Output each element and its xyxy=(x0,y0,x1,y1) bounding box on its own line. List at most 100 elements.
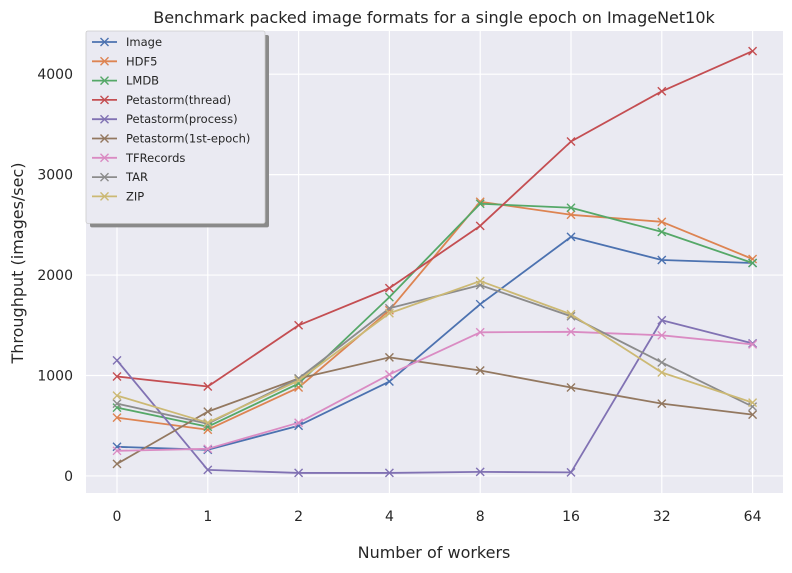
series-image xyxy=(112,232,758,455)
data-point xyxy=(657,315,667,325)
series-line xyxy=(116,319,753,474)
data-point xyxy=(112,391,122,401)
series-tfrecords xyxy=(112,327,758,456)
legend-marker xyxy=(100,172,109,182)
data-point xyxy=(203,382,213,392)
data-point xyxy=(657,330,667,340)
data-point xyxy=(203,465,213,475)
series-lmdb xyxy=(112,199,758,432)
legend-item: HDF5 xyxy=(92,54,157,68)
data-point xyxy=(748,398,758,408)
legend-item: Petastorm(process) xyxy=(92,112,238,126)
data-point xyxy=(748,46,758,56)
legend-label: Petastorm(thread) xyxy=(126,93,231,107)
data-point xyxy=(748,402,758,412)
legend-label: Petastorm(1st-epoch) xyxy=(126,132,250,146)
data-point xyxy=(566,383,576,393)
legend-label: TAR xyxy=(125,170,148,184)
data-point xyxy=(475,365,485,375)
data-point xyxy=(294,376,304,386)
x-tick-label: 1 xyxy=(203,509,212,525)
data-point xyxy=(657,367,667,377)
x-tick-label: 0 xyxy=(113,509,122,525)
data-point xyxy=(475,199,485,209)
legend-marker xyxy=(100,95,109,105)
data-point xyxy=(748,338,758,348)
data-point xyxy=(475,327,485,337)
data-point xyxy=(112,399,122,409)
legend-item: Petastorm(1st-epoch) xyxy=(92,132,250,146)
data-point xyxy=(384,468,394,478)
x-tick-label: 4 xyxy=(385,509,394,525)
y-tick-labels: 0 1000 2000 3000 4000 xyxy=(37,67,73,485)
series-zip xyxy=(112,276,758,428)
chart-title: Benchmark packed image formats for a sin… xyxy=(153,8,715,27)
data-point xyxy=(475,467,485,477)
x-tick-label: 32 xyxy=(653,509,671,525)
data-point xyxy=(566,309,576,319)
legend-item: Image xyxy=(92,35,162,49)
data-point xyxy=(566,327,576,337)
data-point xyxy=(566,136,576,146)
x-tick-label: 2 xyxy=(294,509,303,525)
data-point xyxy=(203,418,213,428)
legend-item: TAR xyxy=(92,170,148,184)
legend-item: ZIP xyxy=(92,189,144,203)
data-point xyxy=(657,399,667,409)
y-tick-label: 2000 xyxy=(37,268,73,284)
legend-box xyxy=(85,30,266,224)
y-tick-label: 3000 xyxy=(37,168,73,184)
data-point xyxy=(294,418,304,428)
data-point xyxy=(203,422,213,432)
data-point xyxy=(112,355,122,365)
legend-item: Petastorm(thread) xyxy=(92,93,231,107)
data-point xyxy=(203,444,213,454)
data-point xyxy=(748,258,758,268)
series-line xyxy=(116,202,753,428)
series-line xyxy=(116,330,753,452)
data-point xyxy=(657,357,667,367)
data-point xyxy=(384,283,394,293)
series-line xyxy=(116,50,753,388)
data-point xyxy=(112,446,122,456)
legend-marker xyxy=(100,76,109,86)
data-point xyxy=(657,227,667,237)
data-point xyxy=(657,86,667,96)
legend-item: TFRecords xyxy=(92,151,185,165)
data-point xyxy=(475,276,485,286)
y-tick-label: 1000 xyxy=(37,368,73,384)
grid-lines xyxy=(86,31,783,493)
legend-label: TFRecords xyxy=(125,151,185,165)
x-tick-label: 16 xyxy=(562,509,580,525)
series-petastorm-process xyxy=(112,315,758,478)
x-tick-labels: 0 1 2 4 8 16 32 64 xyxy=(113,509,762,525)
data-point xyxy=(384,377,394,387)
data-point xyxy=(294,320,304,330)
legend-marker xyxy=(100,114,109,124)
series-line xyxy=(116,356,753,465)
data-point xyxy=(112,413,122,423)
series-petastorm-thread xyxy=(112,46,758,392)
legend: Image HDF5 LMDB Petastorm(thread) Petastorm(… xyxy=(85,30,269,228)
legend-item: LMDB xyxy=(92,74,159,88)
data-point xyxy=(657,217,667,227)
data-point xyxy=(566,467,576,477)
legend-marker xyxy=(100,134,109,143)
legend-label: Petastorm(process) xyxy=(126,112,238,126)
y-axis-title: Throughput (images/sec) xyxy=(8,162,27,364)
legend-label: ZIP xyxy=(126,189,144,203)
data-point xyxy=(748,410,758,420)
data-point xyxy=(384,292,394,302)
data-point xyxy=(203,407,213,417)
legend-label: HDF5 xyxy=(126,54,157,68)
series-line xyxy=(116,235,753,451)
legend-marker xyxy=(100,153,109,163)
legend-marker xyxy=(100,56,109,66)
series-line xyxy=(116,280,753,424)
legend-marker xyxy=(100,191,109,201)
data-point xyxy=(748,339,758,349)
y-tick-label: 0 xyxy=(64,469,73,485)
legend-marker xyxy=(100,37,109,47)
series-petastorm-1st-epoch xyxy=(112,352,758,469)
